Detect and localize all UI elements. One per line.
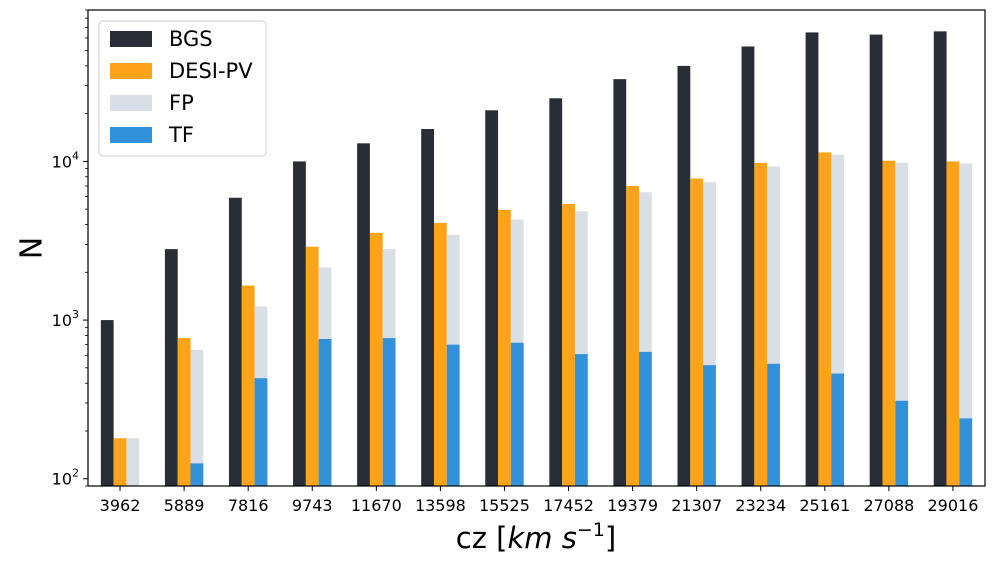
bar-bgs-13598 [421, 129, 434, 486]
bar-fp-29016 [959, 163, 973, 486]
bar-bgs-17452 [549, 98, 563, 487]
bar-bgs-29016 [933, 31, 947, 487]
bar-bgs-21307 [677, 65, 691, 486]
x-tick-label-13598: 13598 [415, 496, 466, 515]
x-tick-label-7816: 7816 [228, 496, 269, 515]
bar-tf-7816 [254, 378, 268, 486]
bar-desi-pv-5889 [177, 338, 191, 486]
bar-bgs-19379 [613, 79, 627, 486]
bar-desi-pv-11670 [369, 232, 383, 486]
x-tick-label-23234: 23234 [735, 496, 786, 515]
x-tick-label-5889: 5889 [164, 496, 205, 515]
bar-bgs-3962 [100, 320, 114, 486]
y-axis: 102 103 104 [52, 9, 88, 489]
legend-item-bgs: BGS [110, 27, 213, 51]
y-axis-label: N [15, 237, 50, 259]
x-axis-label: cz [km s−1] [456, 519, 616, 555]
legend-label-fp: FP [169, 91, 194, 115]
bar-bgs-15525 [485, 110, 499, 486]
bar-tf-9743 [318, 338, 332, 486]
bar-desi-pv-17452 [562, 203, 575, 486]
bar-desi-pv-19379 [626, 185, 640, 487]
bar-tf-29016 [959, 418, 973, 486]
bar-tf-27088 [895, 400, 909, 486]
bar-desi-pv-29016 [946, 161, 960, 486]
y-tick-label-100: 102 [52, 467, 79, 489]
x-tick-label-27088: 27088 [863, 496, 914, 515]
bar-desi-pv-13598 [433, 222, 447, 486]
x-axis: 3962 5889 7816 9743 11670 13598 15525 17452 1937… [100, 486, 979, 515]
bar-tf-23234 [767, 363, 780, 486]
bar-tf-13598 [446, 344, 460, 486]
bar-bgs-9743 [293, 161, 306, 486]
bar-fp-3962 [126, 438, 140, 486]
bar-tf-21307 [703, 365, 716, 486]
legend-label-desi-pv: DESI-PV [169, 59, 253, 83]
bar-tf-19379 [639, 351, 652, 486]
x-tick-label-19379: 19379 [607, 496, 658, 515]
legend-box [98, 20, 267, 157]
bar-fp-5889 [190, 349, 204, 486]
bar-desi-pv-9743 [305, 246, 319, 486]
y-tick-label-10000: 104 [52, 149, 79, 171]
x-tick-label-21307: 21307 [671, 496, 722, 515]
bar-desi-pv-25161 [818, 152, 832, 486]
legend-swatch-tf [110, 127, 152, 143]
bar-desi-pv-3962 [113, 438, 127, 486]
legend-item-desi-pv: DESI-PV [110, 59, 253, 83]
bar-desi-pv-21307 [690, 178, 704, 486]
bar-desi-pv-7816 [241, 285, 255, 486]
bar-desi-pv-15525 [498, 209, 511, 487]
legend: BGS DESI-PV FP TF [98, 20, 267, 157]
bar-tf-15525 [510, 342, 524, 486]
bar-bgs-27088 [869, 34, 883, 486]
x-tick-label-9743: 9743 [292, 496, 333, 515]
bar-tf-11670 [382, 338, 396, 486]
x-tick-label-25161: 25161 [799, 496, 850, 515]
x-tick-label-29016: 29016 [928, 496, 979, 515]
x-tick-label-15525: 15525 [479, 496, 530, 515]
bar-bgs-7816 [228, 197, 242, 486]
x-tick-label-11670: 11670 [351, 496, 402, 515]
bar-tf-17452 [574, 354, 588, 486]
x-tick-label-3962: 3962 [100, 496, 141, 515]
bar-tf-5889 [190, 463, 204, 486]
legend-swatch-fp [110, 95, 152, 111]
bar-tf-25161 [831, 373, 845, 486]
bar-bgs-25161 [805, 32, 819, 487]
legend-label-bgs: BGS [169, 27, 213, 51]
legend-label-tf: TF [168, 123, 194, 147]
legend-item-tf: TF [110, 123, 194, 147]
legend-swatch-desi-pv [110, 63, 152, 79]
bar-desi-pv-23234 [754, 162, 768, 487]
plot-frame [87, 9, 986, 487]
x-tick-label-17452: 17452 [543, 496, 594, 515]
y-tick-label-1000: 103 [52, 308, 79, 330]
bar-desi-pv-27088 [882, 160, 896, 486]
bar-bgs-5889 [164, 249, 178, 486]
bars-group [100, 31, 973, 487]
legend-swatch-bgs [110, 31, 152, 47]
bar-bgs-11670 [357, 143, 370, 486]
legend-item-fp: FP [110, 91, 194, 115]
bar-bgs-23234 [741, 46, 755, 487]
